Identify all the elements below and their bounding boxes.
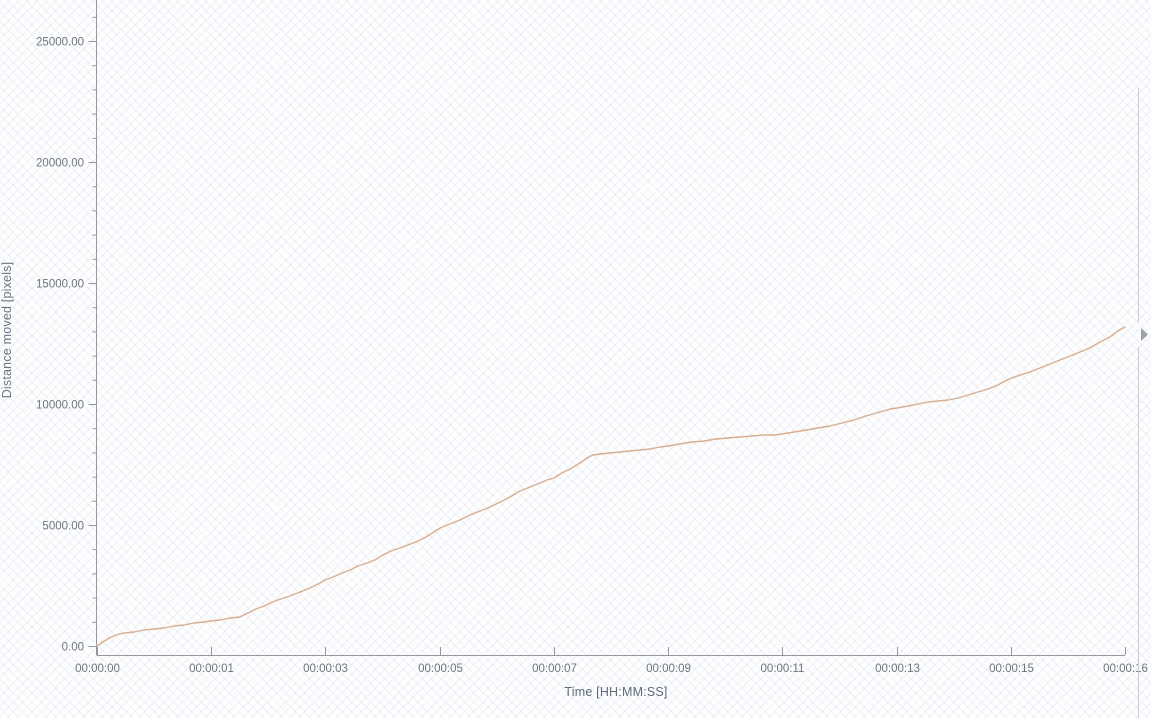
scroll-thumb-right-arrow-icon[interactable] bbox=[1141, 328, 1148, 341]
y-axis-tick-label: 25000.00 bbox=[36, 37, 84, 49]
y-axis-tick-label: 10000.00 bbox=[36, 400, 84, 412]
x-axis-tick-label: 00:00:16 bbox=[1103, 663, 1148, 675]
y-axis-tick-label: 5000.00 bbox=[42, 521, 84, 533]
y-axis-tick-labels: 0.00 5000.00 10000.00 15000.00 20000.00 25000… bbox=[36, 37, 84, 654]
x-axis-tick-label: 00:00:13 bbox=[875, 663, 920, 675]
y-axis-tick-label: 0.00 bbox=[62, 642, 84, 654]
x-axis-tick-label: 00:00:01 bbox=[189, 663, 234, 675]
y-axis-minor-ticks bbox=[92, 16, 97, 623]
x-axis-ticks bbox=[97, 647, 1126, 655]
y-axis-tick-label: 20000.00 bbox=[36, 158, 84, 170]
x-axis-tick-label: 00:00:00 bbox=[75, 663, 120, 675]
x-axis-tick-label: 00:00:05 bbox=[418, 663, 463, 675]
x-axis-tick-label: 00:00:03 bbox=[303, 663, 348, 675]
distance-series-line bbox=[96, 326, 1126, 647]
x-axis-title: Time [HH:MM:SS] bbox=[564, 685, 668, 699]
vertical-scrollbar[interactable] bbox=[1138, 88, 1149, 718]
y-axis-tick-label: 15000.00 bbox=[36, 279, 84, 291]
x-axis-tick-label: 00:00:15 bbox=[989, 663, 1034, 675]
x-axis-tick-label: 00:00:11 bbox=[761, 663, 805, 675]
x-axis-tick-labels: 00:00:00 00:00:01 00:00:03 00:00:05 00:00:07… bbox=[75, 663, 1148, 675]
x-axis-tick-label: 00:00:07 bbox=[532, 663, 577, 675]
x-axis-tick-label: 00:00:09 bbox=[646, 663, 691, 675]
y-axis-major-ticks bbox=[88, 41, 97, 647]
